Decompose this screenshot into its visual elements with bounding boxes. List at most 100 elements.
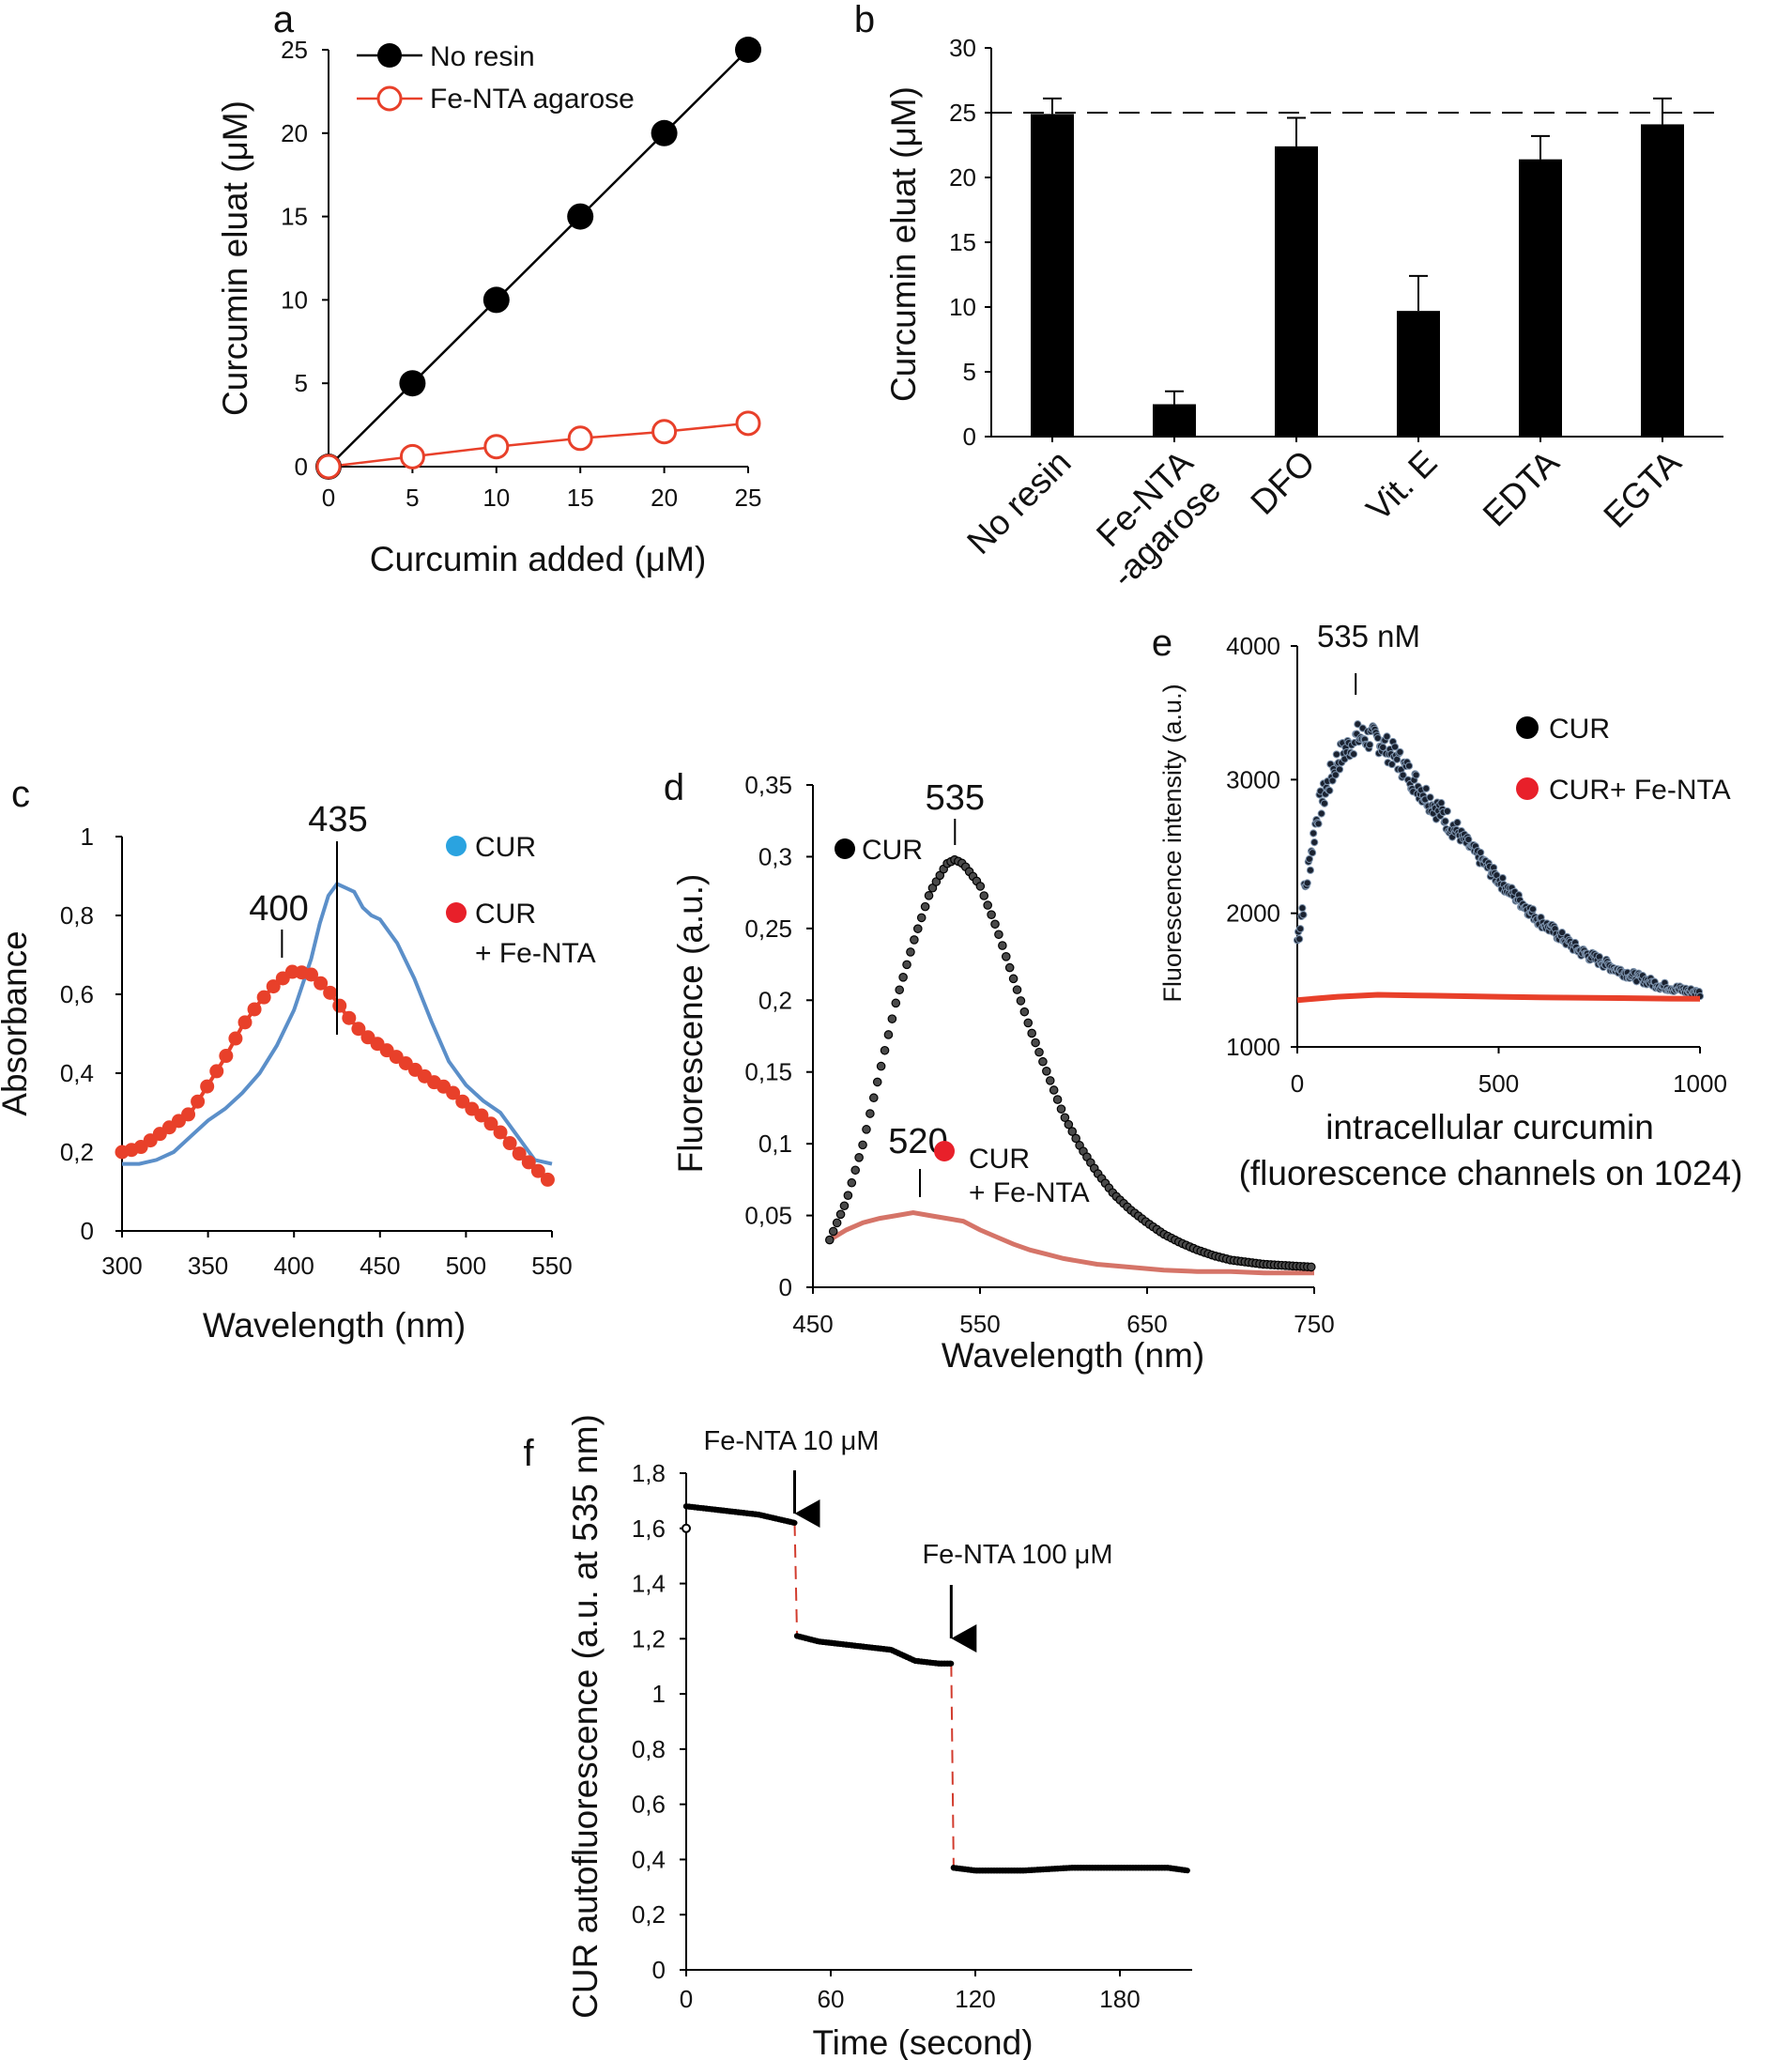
c-series-cur-line	[122, 881, 553, 1166]
b-ytick-label: 0	[963, 423, 976, 451]
c-point-cur-fe	[521, 1155, 536, 1170]
c-x-axis-title: Wavelength (nm)	[203, 1306, 466, 1345]
d-point-cur	[983, 900, 992, 910]
d-point-cur	[843, 1191, 853, 1200]
d-point-cur	[872, 1077, 882, 1087]
c-point-cur-fe	[446, 1085, 461, 1100]
f-ytick-label: 0,4	[632, 1845, 666, 1873]
d-point-cur	[979, 891, 989, 900]
e-point-cur	[1464, 835, 1473, 844]
e-point-cur	[1320, 799, 1329, 807]
d-point-cur	[994, 930, 1003, 940]
c-point-cur-fe	[502, 1136, 517, 1151]
e-ytick-label: 2000	[1226, 899, 1280, 928]
d-point-cur	[910, 935, 919, 945]
c-point-cur-fe	[237, 1015, 253, 1030]
f-point	[1182, 1867, 1188, 1874]
d-point-cur	[1008, 974, 1019, 984]
c-xtick-label: 350	[188, 1252, 228, 1280]
e-point-cur	[1354, 720, 1362, 729]
c-xtick-label: 550	[531, 1252, 572, 1280]
a-legend-marker-no-resin	[377, 43, 402, 68]
d-xtick-label: 550	[959, 1310, 1000, 1338]
c-legend-marker-cur	[446, 836, 467, 856]
b-category-label: No resin	[959, 443, 1078, 561]
e-point-cur	[1298, 904, 1307, 913]
d-point-cur	[1001, 952, 1011, 961]
f-transition-1	[793, 1522, 799, 1637]
c-ytick-label: 0,8	[60, 901, 94, 930]
b-ytick-label: 15	[949, 228, 976, 256]
d-series-cur-fe-line	[828, 1209, 1314, 1276]
d-point-cur	[1049, 1085, 1059, 1095]
d-point-cur	[839, 1201, 850, 1211]
d-point-cur	[912, 924, 923, 933]
a-legend-no-resin: No resin	[430, 41, 535, 72]
f-xtick-label: 0	[680, 1985, 693, 2013]
f-point	[947, 1660, 954, 1667]
f-ytick-label: 1,4	[632, 1570, 666, 1598]
d-point-cur	[880, 1045, 890, 1055]
e-point-cur	[1308, 849, 1317, 857]
d-point-cur	[1067, 1127, 1078, 1136]
c-ytick-label: 0,6	[60, 980, 94, 1008]
e-point-cur	[1366, 741, 1374, 749]
e-point-cur	[1314, 820, 1323, 828]
e-legend-cur: CUR	[1549, 714, 1610, 745]
f-ytick-label: 0	[652, 1956, 666, 1984]
d-legend-marker-cur	[835, 838, 855, 859]
e-point-cur	[1422, 784, 1431, 792]
e-point-cur	[1305, 854, 1313, 864]
d-point-cur	[865, 1109, 875, 1118]
f-annotation-fe-100: Fe-NTA 100 μM	[922, 1540, 1112, 1570]
e-xtick-label: 0	[1291, 1069, 1304, 1098]
d-x-axis-title: Wavelength (nm)	[942, 1336, 1204, 1375]
d-point-cur	[924, 891, 934, 900]
b-category-label: Vit. E	[1359, 443, 1445, 529]
e-x-axis-subtitle: (fluorescence channels on 1024)	[1239, 1154, 1743, 1192]
e-point-cur	[1477, 848, 1485, 857]
d-point-cur	[891, 998, 901, 1008]
c-ytick-label: 1	[81, 822, 94, 851]
c-y-axis-title: Absorbance	[0, 930, 34, 1115]
d-ytick-label: 0,3	[758, 842, 792, 870]
f-ytick-label: 1,6	[632, 1514, 666, 1543]
e-point-cur	[1325, 786, 1334, 795]
d-annotation-535: 535	[926, 778, 985, 818]
f-ytick-label: 0,2	[632, 1900, 666, 1929]
c-xtick-label: 500	[446, 1252, 486, 1280]
a-xtick-label: 20	[651, 484, 678, 512]
d-point-cur	[854, 1153, 864, 1162]
e-point-cur	[1310, 829, 1318, 838]
e-point-cur	[1453, 818, 1462, 827]
b-ytick-label: 30	[949, 34, 976, 62]
b-ytick-label: 25	[949, 99, 976, 127]
b-bar	[1031, 114, 1074, 437]
c-point-cur-fe	[493, 1125, 508, 1140]
d-legend-cur: CUR	[862, 835, 923, 866]
panel-a: a 0 5 10 15 20 25 0 5 10 15 20 25 Curcumin added (μM)…	[216, 0, 761, 578]
d-point-cur	[1004, 962, 1015, 973]
a-series-no-resin-line	[328, 49, 749, 468]
c-point-cur-fe	[181, 1107, 196, 1122]
e-xtick-label: 500	[1478, 1069, 1519, 1098]
d-point-cur	[898, 973, 908, 982]
d-point-cur	[887, 1014, 897, 1023]
b-category-label: Fe-NTA-agarose	[1076, 442, 1228, 594]
c-point-cur-fe	[342, 1010, 357, 1025]
c-point-cur-fe	[530, 1163, 545, 1178]
a-xtick-label: 0	[322, 484, 335, 512]
a-point-no-resin	[651, 119, 678, 146]
e-point-cur	[1335, 765, 1344, 774]
a-ytick-label: 5	[295, 369, 308, 397]
d-point-cur	[835, 1209, 846, 1220]
a-x-axis-title: Curcumin added (μM)	[370, 540, 707, 578]
e-point-cur	[1390, 743, 1400, 751]
c-annotation-400: 400	[249, 889, 308, 929]
d-point-cur	[1071, 1133, 1080, 1144]
e-point-cur	[1387, 760, 1396, 769]
c-point-cur-fe	[314, 976, 329, 991]
a-xtick-label: 10	[482, 484, 510, 512]
b-bar	[1153, 404, 1196, 437]
c-xtick-label: 400	[274, 1252, 314, 1280]
